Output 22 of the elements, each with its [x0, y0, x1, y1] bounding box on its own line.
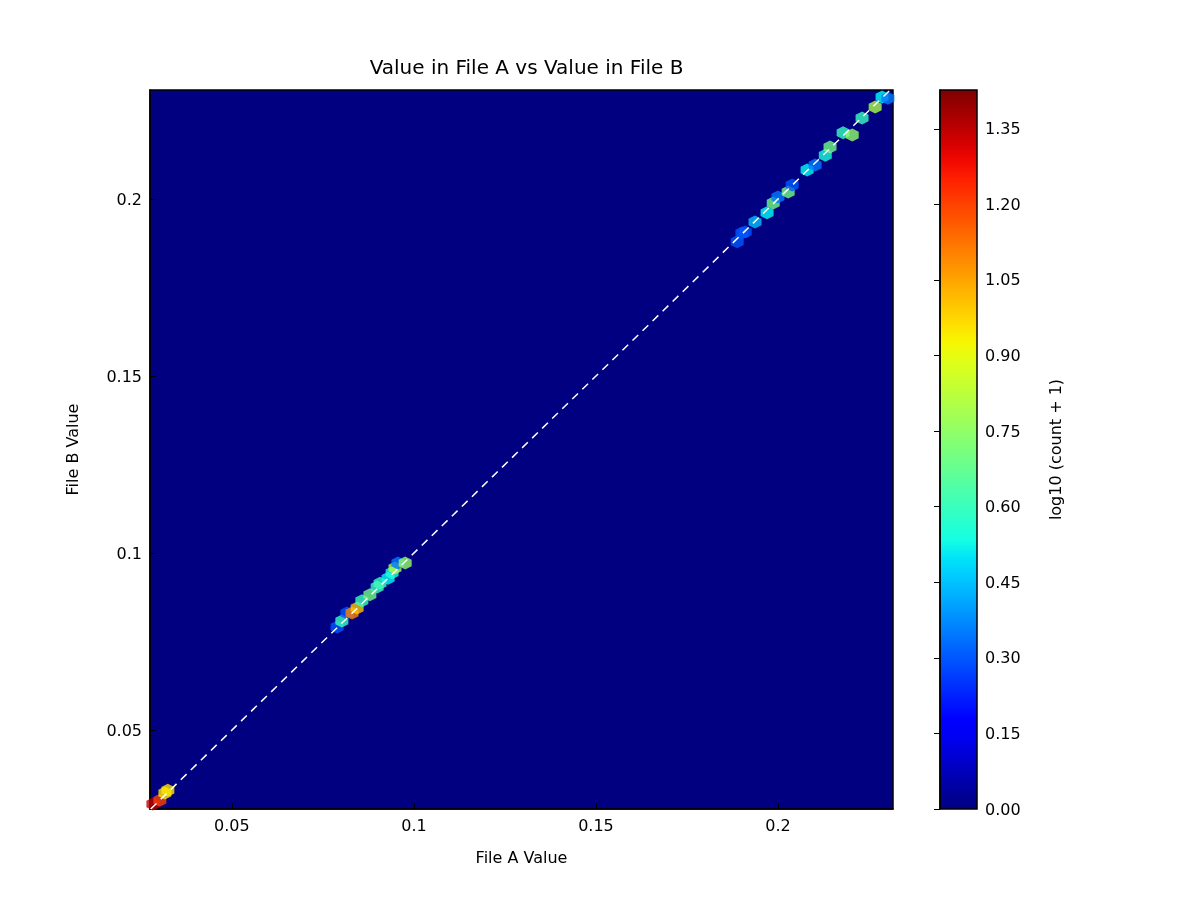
y-tick-label: 0.15 [106, 366, 142, 386]
color-bar-label: 0.90 [985, 346, 1021, 366]
color-bar-label: 0.15 [985, 723, 1021, 743]
y-tick-label: 0.05 [106, 720, 142, 740]
color-bar-label: 0.75 [985, 421, 1021, 441]
x-tick-label: 0.15 [578, 815, 614, 835]
y-axis-title: File B Value [62, 403, 82, 496]
color-bar-label: 1.35 [985, 119, 1021, 139]
color-bar-label: 0.00 [985, 799, 1021, 819]
color-bar-label: 0.60 [985, 497, 1021, 517]
chart-title: Value in File A vs Value in File B [369, 55, 684, 79]
color-bar-label: 1.05 [985, 270, 1021, 290]
color-bar-title: log10 (count + 1) [1045, 378, 1065, 521]
y-tick-label: 0.1 [116, 543, 142, 563]
color-bar-label: 1.20 [985, 194, 1021, 214]
x-tick-label: 0.1 [401, 815, 427, 835]
x-axis-title: File A Value [475, 847, 568, 867]
color-bar-label: 0.30 [985, 648, 1021, 668]
color-bar-label: 0.45 [985, 572, 1021, 592]
x-tick-label: 0.2 [765, 815, 791, 835]
y-tick-label: 0.2 [116, 189, 142, 209]
x-tick-label: 0.05 [214, 815, 250, 835]
